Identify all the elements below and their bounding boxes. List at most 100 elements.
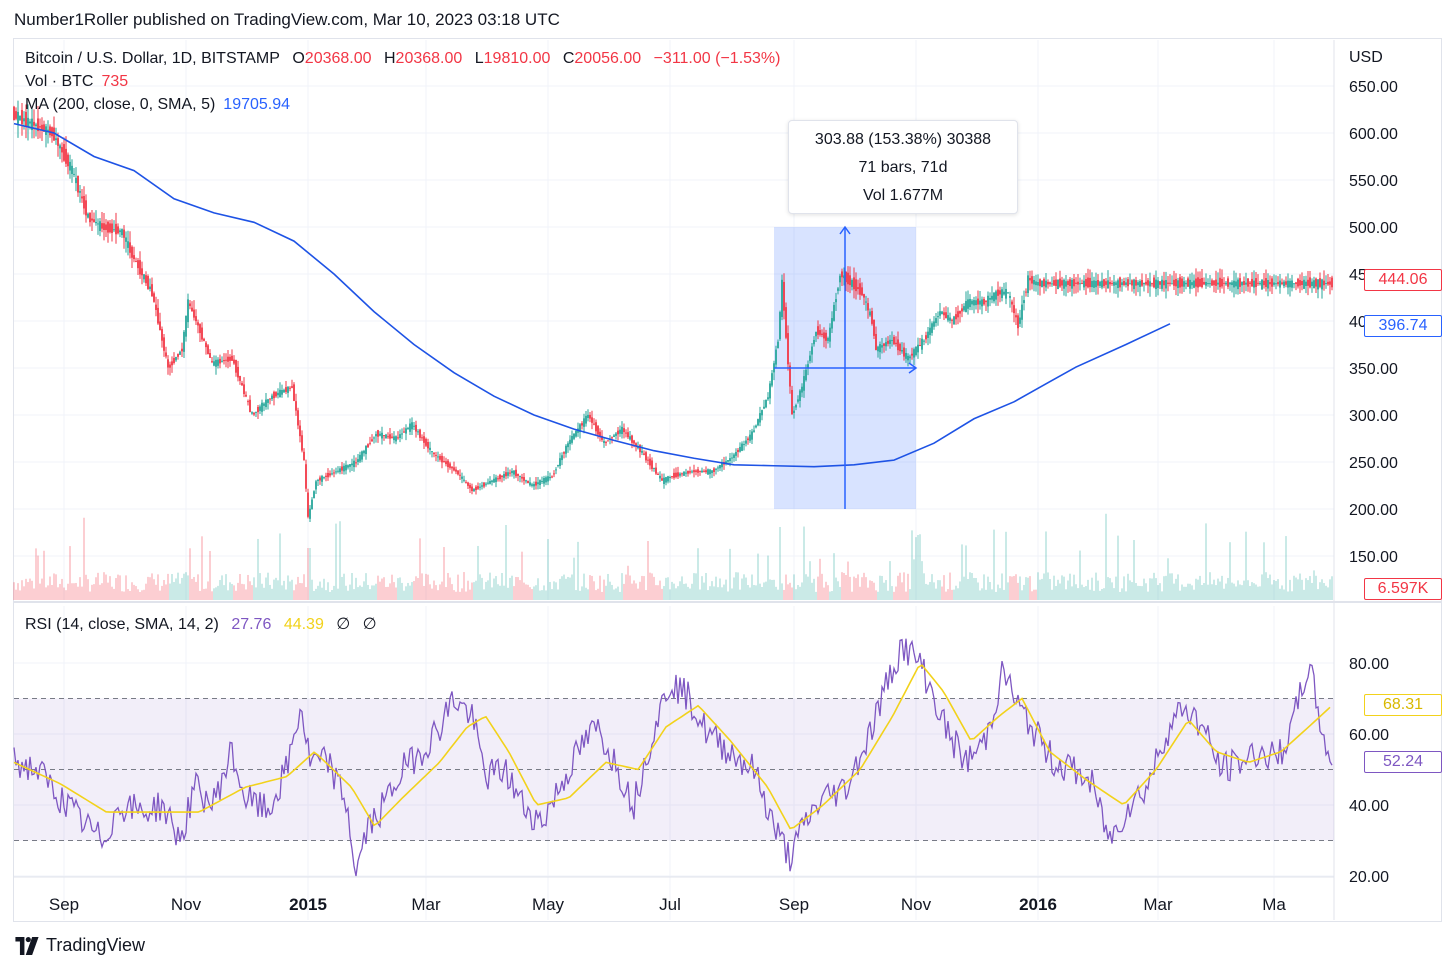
candle-body (915, 346, 917, 356)
volume-bar (579, 590, 581, 600)
candle-body (1183, 281, 1185, 287)
volume-bar (329, 591, 331, 600)
volume-bar (1251, 582, 1253, 600)
candle-body (923, 340, 925, 342)
candle-body (329, 473, 331, 476)
rsi-tick-label: 20.00 (1349, 869, 1389, 886)
candle-body (929, 327, 931, 336)
volume-bar (1065, 589, 1067, 600)
volume-bar (23, 586, 25, 600)
volume-bar (397, 578, 399, 600)
rsi-ma-line (13, 664, 1331, 830)
volume-bar (497, 584, 499, 600)
candle-body (263, 403, 265, 406)
volume-bar (1317, 589, 1319, 600)
candle-body (239, 375, 241, 381)
volume-bar (323, 578, 325, 600)
candle-body (1173, 279, 1175, 286)
candle-body (429, 447, 431, 450)
candle-body (633, 440, 635, 444)
volume-bar (753, 584, 755, 600)
volume-bar (521, 551, 523, 600)
candle-body (979, 300, 981, 305)
candle-body (719, 464, 721, 469)
candle-body (1179, 277, 1181, 288)
candle-body (57, 138, 59, 146)
volume-bar (1103, 588, 1105, 600)
candle-body (1135, 280, 1137, 286)
candle-body (889, 339, 891, 344)
volume-bar (227, 590, 229, 600)
volume-bar (895, 586, 897, 600)
candle-body (949, 317, 951, 321)
candle-body (755, 425, 757, 428)
volume-bar (945, 591, 947, 600)
candle-body (1255, 278, 1257, 287)
volume-bar (1021, 590, 1023, 600)
volume-bar (823, 587, 825, 600)
volume-bar (939, 580, 941, 600)
volume-bar (659, 580, 661, 600)
volume-bar (649, 572, 651, 600)
candle-body (1103, 279, 1105, 287)
candle-body (925, 335, 927, 340)
volume-bar (149, 577, 151, 600)
candle-body (1049, 282, 1051, 285)
volume-bar (1291, 591, 1293, 600)
volume-bar (621, 573, 623, 600)
candle-body (1003, 291, 1005, 295)
volume-bar (171, 574, 173, 600)
volume-bar (711, 581, 713, 600)
candle-body (421, 437, 423, 439)
volume-bar (577, 541, 579, 600)
candle-body (141, 268, 143, 276)
volume-bar (617, 586, 619, 600)
volume-bar (769, 579, 771, 600)
volume-bar (631, 583, 633, 600)
volume-bar (837, 581, 839, 600)
candle-body (977, 298, 979, 305)
candle-body (49, 126, 51, 136)
candle-body (189, 303, 191, 307)
candle-body (729, 458, 731, 462)
volume-bar (15, 589, 17, 600)
volume-bar (1247, 580, 1249, 600)
candle-body (253, 412, 255, 415)
footer-brand[interactable]: TradingView (14, 935, 145, 956)
candle-body (601, 435, 603, 440)
volume-bar (347, 590, 349, 600)
candle-body (1025, 291, 1027, 293)
candle-body (911, 353, 913, 356)
candle-body (285, 387, 287, 392)
price-tick-label: 500.00 (1349, 220, 1398, 237)
candle-body (217, 359, 219, 366)
candle-body (371, 439, 373, 442)
volume-bar (1303, 589, 1305, 600)
candle-body (1115, 282, 1117, 285)
candle-body (503, 473, 505, 478)
candle-body (1107, 280, 1109, 288)
volume-bar (29, 578, 31, 600)
volume-bar (811, 582, 813, 600)
candle-body (223, 359, 225, 362)
volume-bar (739, 589, 741, 600)
candle-body (605, 442, 607, 444)
candle-body (861, 287, 863, 296)
candle-body (1159, 281, 1161, 285)
volume-bar (393, 582, 395, 600)
candle-body (703, 470, 705, 472)
candle-body (557, 465, 559, 467)
volume-bar (767, 555, 769, 600)
candle-body (851, 280, 853, 287)
candle-body (1273, 282, 1275, 285)
volume-bar (447, 573, 449, 600)
volume-bar (121, 591, 123, 600)
candle-body (1229, 282, 1231, 285)
volume-bar (599, 575, 601, 600)
volume-bar (83, 517, 85, 600)
volume-bar (1211, 584, 1213, 600)
candle-body (257, 406, 259, 413)
volume-tag: 6.597K (1364, 578, 1442, 600)
candle-body (981, 299, 983, 307)
